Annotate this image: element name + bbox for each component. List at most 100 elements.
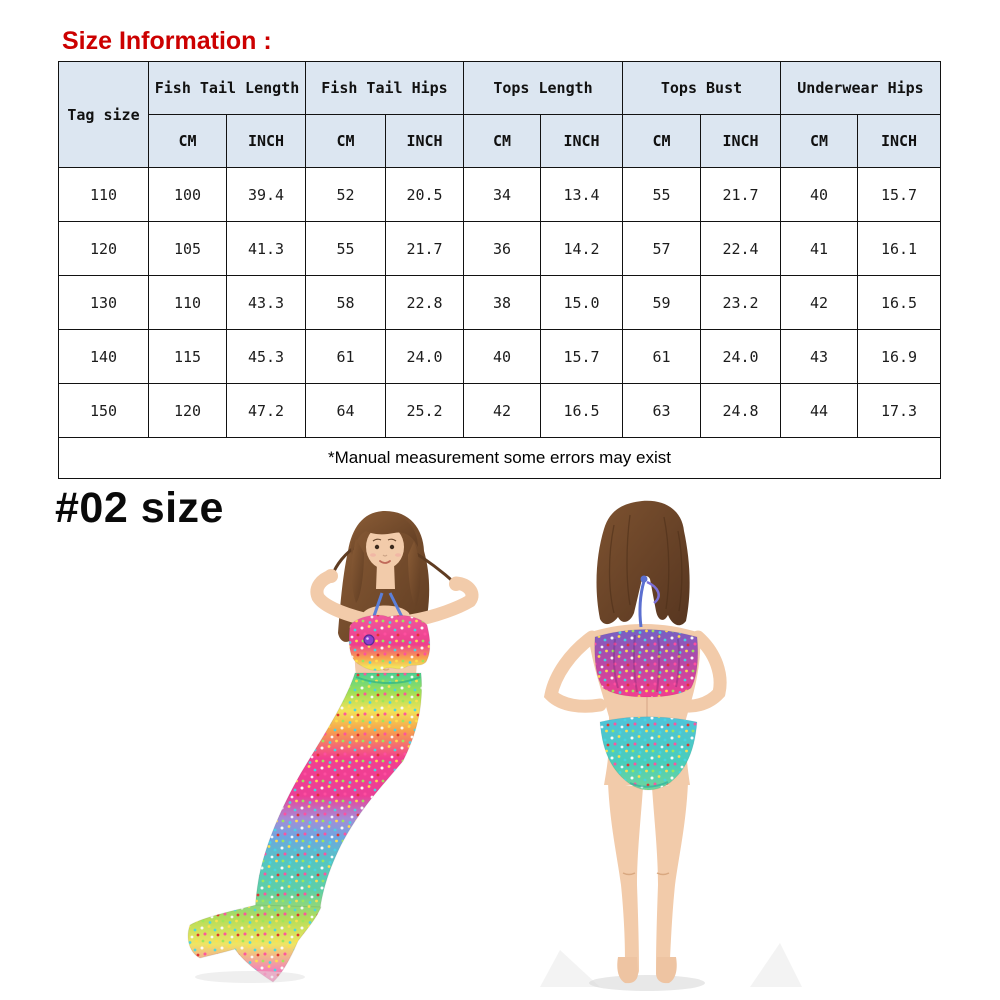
cell: 20.5 [385, 167, 464, 222]
section-label: #02 size [55, 484, 224, 532]
right-eye [389, 544, 395, 550]
tail-waistband [355, 676, 421, 684]
nose [382, 554, 388, 557]
blush-right [395, 553, 401, 557]
cell-tag: 110 [58, 167, 149, 222]
cell: 16.5 [540, 383, 623, 438]
cell-tag: 130 [58, 275, 149, 330]
cell-tag: 150 [58, 383, 149, 438]
unit-header-inch: INCH [226, 114, 306, 168]
unit-header-inch: INCH [700, 114, 781, 168]
cell: 24.0 [700, 329, 781, 384]
cell: 39.4 [226, 167, 306, 222]
page-title: Size Information : [62, 27, 272, 55]
cell: 14.2 [540, 221, 623, 276]
knee-creases [622, 872, 670, 876]
cell: 16.5 [857, 275, 941, 330]
cell: 17.3 [857, 383, 941, 438]
cell: 40 [780, 167, 858, 222]
left-eye [374, 544, 380, 550]
group-header-tops-length: Tops Length [463, 61, 623, 115]
floor-mark-right [750, 943, 802, 987]
size-table: Tag size Fish Tail Length Fish Tail Hips… [58, 61, 941, 479]
floor-mark-left [540, 950, 600, 987]
cell: 16.1 [857, 221, 941, 276]
cell: 13.4 [540, 167, 623, 222]
halter-string-curl [646, 580, 660, 604]
left-hand [324, 569, 338, 583]
table-row-110: 110 100 39.4 52 20.5 34 13.4 55 21.7 40 … [58, 167, 941, 222]
halter-top-dots [594, 629, 698, 697]
cell: 105 [148, 221, 227, 276]
cell: 40 [463, 329, 541, 384]
cell: 22.4 [700, 221, 781, 276]
hair-front [351, 513, 418, 555]
floor-shadow [589, 975, 705, 991]
unit-header-cm: CM [148, 114, 227, 168]
cell-tag: 120 [58, 221, 149, 276]
unit-header-cm: CM [463, 114, 541, 168]
face [366, 525, 404, 569]
girl-front-figure [187, 511, 479, 983]
cell: 59 [622, 275, 701, 330]
left-leg [608, 783, 643, 978]
gem-highlight [366, 637, 369, 640]
girl-back-figure [540, 500, 802, 991]
unit-header-cm: CM [622, 114, 701, 168]
neck [376, 563, 395, 589]
cell: 22.8 [385, 275, 464, 330]
front-photo [187, 511, 479, 983]
unit-header-inch: INCH [385, 114, 464, 168]
cell: 44 [780, 383, 858, 438]
cell: 43.3 [226, 275, 306, 330]
right-hand [449, 577, 463, 591]
right-arm [673, 630, 727, 713]
cell: 16.9 [857, 329, 941, 384]
cell: 52 [305, 167, 386, 222]
right-leg [652, 783, 688, 978]
cell: 110 [148, 275, 227, 330]
table-footnote: *Manual measurement some errors may exis… [58, 437, 941, 479]
group-header-fish-tail-length: Fish Tail Length [148, 61, 306, 115]
cell: 25.2 [385, 383, 464, 438]
cell: 45.3 [226, 329, 306, 384]
group-header-underwear-hips: Underwear Hips [780, 61, 941, 115]
group-header-tops-bust: Tops Bust [622, 61, 781, 115]
table-row-150: 150 120 47.2 64 25.2 42 16.5 63 24.8 44 … [58, 383, 941, 438]
gem-ornament [363, 634, 375, 646]
group-header-row: Tag size Fish Tail Length Fish Tail Hips… [58, 61, 941, 168]
corner-header-tag-size: Tag size [58, 61, 149, 168]
fin-shadow [195, 971, 305, 983]
hair-side-left [351, 539, 364, 603]
unit-header-inch: INCH [540, 114, 623, 168]
hair-back [596, 500, 690, 626]
left-foot [617, 957, 638, 984]
cell: 23.2 [700, 275, 781, 330]
unit-header-cm: CM [305, 114, 386, 168]
halter-string [638, 580, 646, 628]
cell: 42 [780, 275, 858, 330]
cell: 21.7 [385, 221, 464, 276]
cell: 34 [463, 167, 541, 222]
cell: 24.8 [700, 383, 781, 438]
table-row-140: 140 115 45.3 61 24.0 40 15.7 61 24.0 43 … [58, 329, 941, 384]
right-foot [656, 957, 677, 984]
cell: 24.0 [385, 329, 464, 384]
cell: 55 [305, 221, 386, 276]
cell: 120 [148, 383, 227, 438]
cell: 61 [622, 329, 701, 384]
table-footnote-row: *Manual measurement some errors may exis… [58, 437, 941, 479]
bikini-bottom-dots [600, 716, 697, 790]
halter-knot [640, 575, 648, 583]
cell: 55 [622, 167, 701, 222]
cell: 15.7 [540, 329, 623, 384]
table-row-130: 130 110 43.3 58 22.8 38 15.0 59 23.2 42 … [58, 275, 941, 330]
left-arm [310, 569, 371, 626]
cell: 41 [780, 221, 858, 276]
cell: 21.7 [700, 167, 781, 222]
bikini-hem [629, 781, 669, 788]
cell: 64 [305, 383, 386, 438]
cell: 36 [463, 221, 541, 276]
top-gathers [613, 634, 681, 693]
blush-left [370, 553, 376, 557]
